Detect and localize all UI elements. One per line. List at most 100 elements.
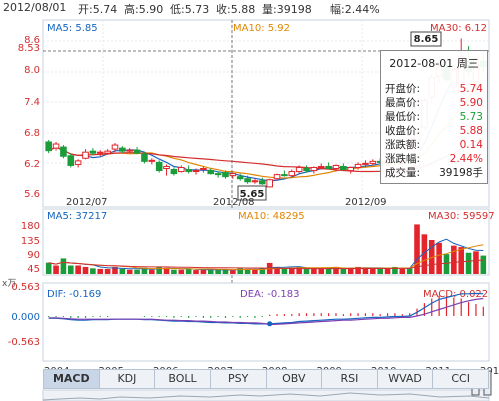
info-row: 开盘价: 5.74 [385,82,483,96]
candle [369,160,377,164]
macd-dea-label: DEA: -0.183 [240,289,299,300]
candle [148,159,156,162]
volume-bar [82,266,89,274]
volume-bar [185,268,192,274]
info-row-value: 5.74 [459,83,483,95]
candle [104,150,111,154]
info-row: 成交量: 39198手 [385,166,483,180]
tab-rsi[interactable]: RSI [322,370,378,388]
candle [266,179,273,188]
volume-bar [296,266,302,274]
info-row: 最高价: 5.90 [385,96,483,110]
candle [317,165,325,168]
price-tick-8.0: 8.0 [24,65,40,76]
date-label-2012-07: 2012/07 [66,197,108,208]
candle [89,150,97,154]
volume-ma5-label: MA5: 37217 [47,211,107,222]
volume-bar [406,268,413,274]
volume-bar [222,269,229,274]
volume-bar [288,267,295,274]
tab-obv[interactable]: OBV [267,370,323,388]
volume-bar [126,269,133,274]
candle [332,164,340,170]
volume-bar [178,269,185,274]
candle [244,178,251,183]
volume-bar [90,268,96,274]
info-row-value: 5.90 [459,97,483,109]
quote-date: 2012/08/01 [3,1,67,14]
volume-bar [318,268,325,274]
current-price-marker: 8.53 [18,43,40,54]
info-row-label: 涨跌额: [385,139,421,151]
candle [192,170,200,173]
tab-wvad[interactable]: WVAD [378,370,434,388]
volume-bar [303,268,310,274]
volume-bar [355,266,361,274]
volume-bar [473,251,479,274]
volume-bar [281,268,288,274]
candle [52,143,60,149]
volume-tick-45: 45 [27,264,40,275]
info-row: 最低价: 5.73 [385,110,483,124]
volume-bar [458,247,465,274]
volume-bar [215,270,221,274]
price-ma10-label: MA10: 5.92 [233,23,290,34]
candle [310,166,318,172]
volume-bar [45,262,52,274]
volume-bar [244,268,251,274]
tab-psy[interactable]: PSY [211,370,267,388]
volume-bar [67,265,74,274]
candle [281,174,288,177]
volume-bar [333,266,339,274]
quote-volume: 量:39198 [262,3,312,16]
info-box-rows: 开盘价: 5.74 最高价: 5.90 最低价: 5.73 收盘价: 5.88 涨跌额: 0.14… [385,82,483,180]
volume-bar [421,234,428,274]
volume-bar [141,267,148,274]
price-tick-6.2: 6.2 [24,159,40,170]
macd-lines [48,292,484,327]
volume-bar [171,269,177,274]
price-ma30-label: MA30: 6.12 [430,23,487,34]
candle [354,163,362,168]
tab-macd[interactable]: MACD [44,370,100,388]
candle [229,173,237,177]
tab-kdj[interactable]: KDJ [100,370,156,388]
volume-ma-lines [48,238,484,271]
volume-bar [465,252,472,274]
candle [45,141,52,152]
volume-tick-90: 90 [27,250,40,261]
info-row-value: 5.88 [459,125,483,137]
volume-bar [377,268,383,274]
candle [185,169,192,173]
quote-close: 收:5.88 [216,3,256,16]
volume-bar [104,268,111,274]
volume-bar [252,269,258,274]
price-tick-5.6: 5.6 [24,189,40,200]
price-tick-8.6: 8.6 [24,35,40,46]
volume-bar [347,267,354,274]
quote-open: 开:5.74 [78,3,118,16]
volume-bar [207,270,214,274]
volume-bar [414,224,420,274]
info-row-label: 最低价: [385,111,421,123]
volume-bar [274,266,280,274]
tab-cci[interactable]: CCI [451,372,470,385]
volume-bar [163,267,170,274]
tab-boll[interactable]: BOLL [155,370,211,388]
candle [273,174,281,180]
volume-bar [119,268,126,274]
candle [288,171,296,177]
volume-bar [384,268,391,274]
date-label-2012-08: 2012/08 [213,197,255,208]
quote-header: 2012/08/01 开:5.74 高:5.90 低:5.73 收:5.88 量… [0,0,499,18]
volume-bar [370,267,376,274]
quote-change: 幅:2.44% [330,3,380,16]
candle [207,170,215,175]
candle [141,153,148,162]
date-label-2012-09: 2012/09 [345,197,387,208]
candle [126,149,134,152]
candle [222,172,229,178]
volume-bar [451,245,457,274]
candle [163,165,170,170]
